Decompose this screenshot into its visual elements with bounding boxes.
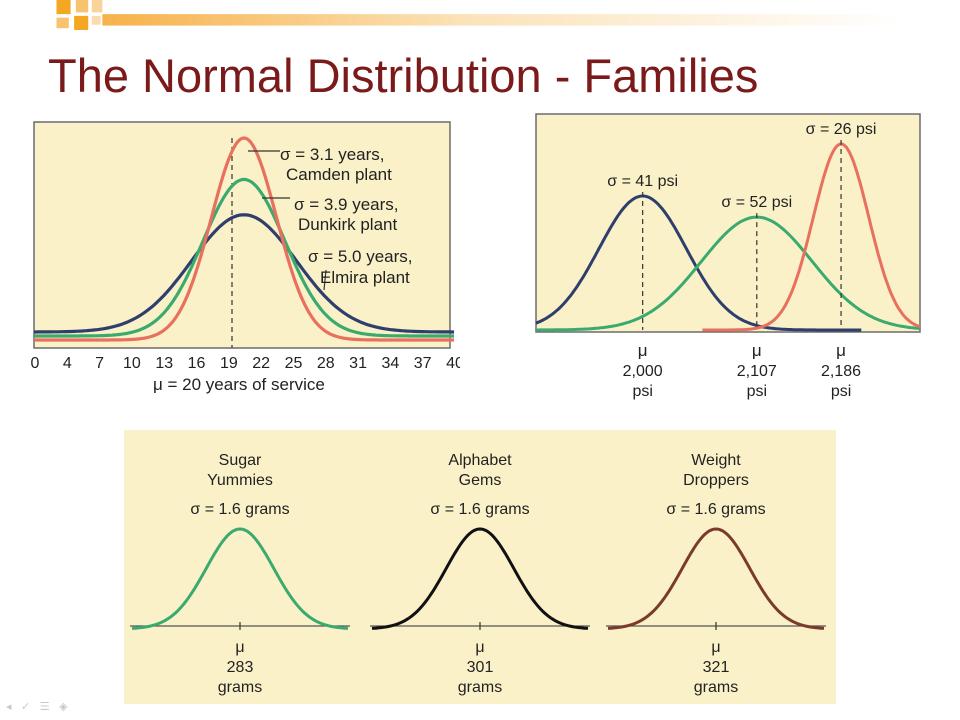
logo-square	[56, 0, 71, 15]
unit-label: grams	[218, 679, 262, 696]
curve-psi-0	[535, 194, 862, 332]
unit-label: psi	[831, 383, 851, 400]
product-name-line2: Gems	[459, 472, 502, 489]
sigma-label: σ = 26 psi	[806, 121, 877, 138]
header-decoration	[56, 0, 904, 30]
mean-value-label: 2,107	[737, 363, 777, 380]
unit-label: psi	[632, 383, 652, 400]
x-tick-label: 4	[63, 355, 72, 372]
sigma-label: σ = 1.6 grams	[190, 501, 289, 518]
product-name-line2: Yummies	[207, 472, 273, 489]
dunkirk-sigma-label: σ = 3.9 years,	[294, 195, 399, 214]
x-tick-label: 19	[220, 355, 238, 372]
logo-square	[75, 0, 89, 13]
mean-value-label: 301	[467, 659, 494, 676]
logo-square	[74, 15, 89, 30]
sigma-label: σ = 52 psi	[721, 194, 792, 211]
mu-symbol: μ	[836, 341, 846, 360]
mu-symbol: μ	[638, 341, 648, 360]
unit-label: grams	[458, 679, 502, 696]
x-tick-label: 22	[252, 355, 270, 372]
chart-background	[124, 430, 836, 704]
elmira-label-pointer	[323, 269, 327, 291]
dunkirk-name-label: Dunkirk plant	[298, 215, 397, 234]
unit-label: grams	[694, 679, 738, 696]
x-tick-label: 25	[285, 355, 303, 372]
curve-grams-0	[131, 527, 349, 630]
curve-psi-1	[536, 215, 921, 332]
psi-chart: σ = 41 psi μ 2,000 psi σ = 52 psi μ 2,107 psi σ …	[535, 113, 921, 400]
chart-background	[33, 121, 451, 349]
sigma-label: σ = 1.6 grams	[666, 501, 765, 518]
chart-background	[535, 113, 921, 333]
camden-sigma-label: σ = 3.1 years,	[280, 145, 385, 164]
curve-grams-2	[607, 527, 825, 630]
curve-dunkirk-plant	[34, 177, 454, 338]
x-tick-label: 0	[31, 355, 40, 372]
mu-symbol: μ	[752, 341, 762, 360]
grams-chart: Sugar Yummies σ = 1.6 grams μ 283 grams Alphab…	[124, 430, 836, 704]
mean-value-label: 321	[703, 659, 730, 676]
slide-title: The Normal Distribution - Families	[48, 49, 759, 102]
logo-square	[91, 15, 101, 25]
x-tick-label: 10	[123, 355, 141, 372]
mu-symbol: μ	[711, 639, 720, 656]
curve-grams-1	[371, 527, 589, 630]
product-name-line1: Weight	[691, 452, 741, 469]
x-tick-label: 37	[414, 355, 432, 372]
unit-label: psi	[747, 383, 767, 400]
logo-square	[56, 17, 69, 29]
elmira-name-label: Elmira plant	[320, 268, 410, 287]
logo-square	[91, 0, 103, 13]
mean-axis-label: μ = 20 years of service	[153, 375, 325, 394]
x-tick-label: 28	[317, 355, 335, 372]
sigma-label: σ = 41 psi	[607, 173, 678, 190]
mean-value-label: 2,186	[821, 363, 861, 380]
mu-symbol: μ	[475, 639, 484, 656]
x-tick-label: 16	[188, 355, 206, 372]
elmira-sigma-label: σ = 5.0 years,	[308, 247, 413, 266]
x-tick-label: 34	[381, 355, 399, 372]
sigma-label: σ = 1.6 grams	[430, 501, 529, 518]
playback-controls[interactable]: ◂ ✓ ☰ ◈	[6, 700, 71, 713]
camden-name-label: Camden plant	[286, 165, 392, 184]
mu-symbol: μ	[235, 639, 244, 656]
product-name-line2: Droppers	[683, 472, 749, 489]
service-years-chart: 0 4 7 10 13 16 19 22 25 28 31 34 37 40 σ = 3.1 years,…	[31, 121, 460, 394]
x-tick-label: 7	[95, 355, 104, 372]
mean-value-label: 2,000	[623, 363, 663, 380]
curve-psi-2	[702, 142, 921, 332]
product-name-line1: Alphabet	[448, 452, 512, 469]
product-name-line1: Sugar	[219, 452, 262, 469]
x-tick-label: 31	[349, 355, 367, 372]
header-gradient-bar	[102, 14, 904, 26]
curve-camden-plant	[34, 136, 454, 342]
curve-elmira-plant	[34, 213, 454, 334]
x-tick-label: 13	[155, 355, 173, 372]
x-tick-label: 40	[446, 355, 460, 372]
mean-value-label: 283	[227, 659, 254, 676]
